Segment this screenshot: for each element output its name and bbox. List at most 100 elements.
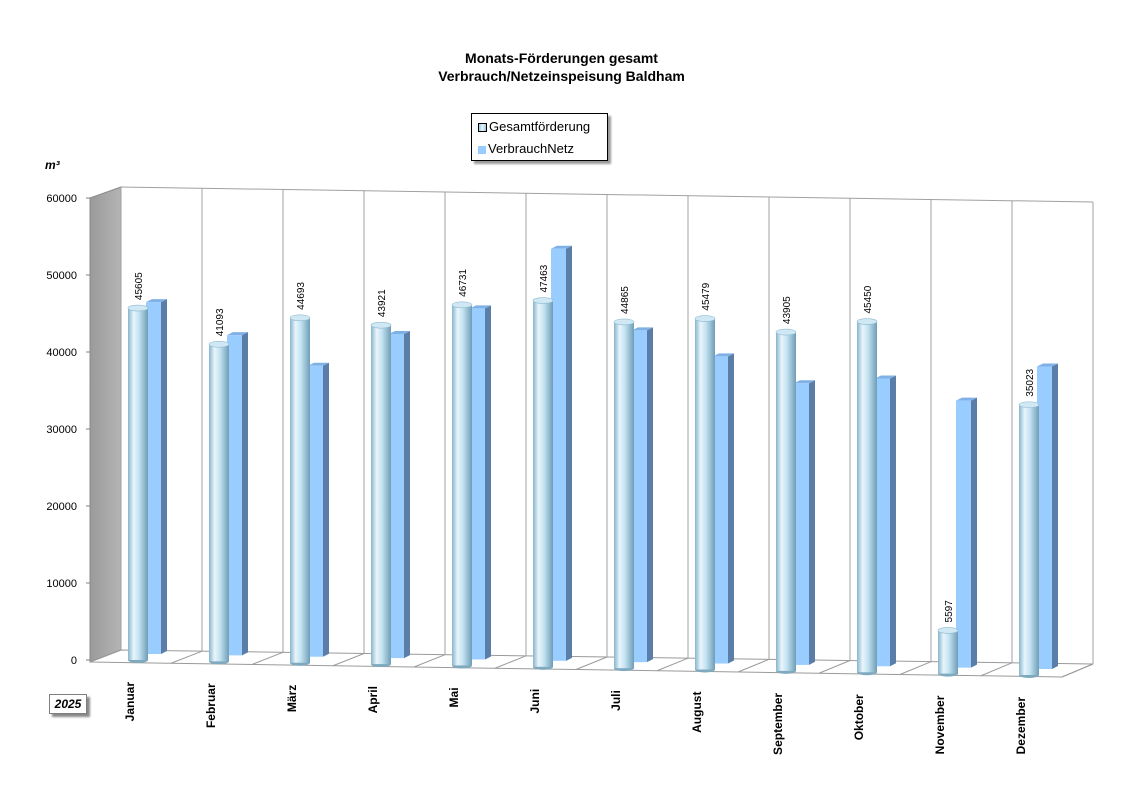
year-label: 2025 bbox=[49, 694, 87, 714]
y-axis-ticks: 0 10000 20000 30000 40000 50000 60000 bbox=[46, 193, 90, 667]
data-label-gesamtfoerderung: 46731 bbox=[458, 269, 469, 297]
floor-divider bbox=[980, 662, 1013, 677]
chart-title-line2: Verbrauch/Netzeinspeisung Baldham bbox=[438, 68, 685, 84]
y-tick-label: 20000 bbox=[46, 501, 77, 513]
legend-label-verbrauchnetz: VerbrauchNetz bbox=[488, 141, 574, 156]
bar-verbrauchnetz-side bbox=[242, 332, 248, 656]
bar-gesamtfoerderung bbox=[614, 321, 634, 669]
floor-divider bbox=[251, 651, 284, 665]
floor-divider bbox=[89, 649, 122, 663]
floor-divider bbox=[170, 650, 203, 664]
data-label-gesamtfoerderung: 35023 bbox=[1025, 368, 1036, 396]
bar-gesamtfoerderung-top bbox=[127, 304, 149, 312]
x-tick-label: Mai bbox=[447, 687, 461, 707]
bar-verbrauchnetz-top bbox=[227, 332, 248, 336]
data-label-gesamtfoerderung: 47463 bbox=[539, 264, 550, 292]
x-tick-label: Dezember bbox=[1014, 697, 1028, 755]
bar-gesamtfoerderung-top bbox=[208, 340, 230, 348]
x-tick-label: März bbox=[285, 685, 299, 712]
bar-gesamtfoerderung bbox=[371, 325, 391, 665]
data-label-gesamtfoerderung: 41093 bbox=[215, 308, 226, 336]
bar-verbrauchnetz-top bbox=[794, 380, 815, 384]
data-label-gesamtfoerderung: 45605 bbox=[134, 272, 145, 300]
x-tick-label: November bbox=[933, 695, 947, 754]
legend-label-gesamtfoerderung: Gesamtförderung bbox=[489, 119, 591, 134]
bar-gesamtfoerderung bbox=[776, 332, 796, 671]
legend: Gesamtförderung VerbrauchNetz bbox=[471, 113, 608, 161]
y-tick-label: 10000 bbox=[46, 578, 77, 590]
y-tick-label: 60000 bbox=[46, 193, 77, 205]
data-label-gesamtfoerderung: 5597 bbox=[944, 600, 955, 623]
bar-gesamtfoerderung bbox=[695, 318, 715, 670]
data-label-gesamtfoerderung: 43905 bbox=[782, 296, 793, 324]
floor-divider bbox=[737, 658, 770, 673]
floor-divider bbox=[413, 654, 446, 668]
x-tick-label: April bbox=[366, 686, 380, 713]
floor-divider bbox=[656, 657, 689, 672]
x-axis-ticks: Januar Februar März April Mai Juni Juli August S… bbox=[123, 682, 1028, 755]
data-label-gesamtfoerderung: 44693 bbox=[296, 282, 307, 310]
chart-floor bbox=[89, 649, 1094, 678]
bar-verbrauchnetz bbox=[875, 378, 890, 667]
bar-verbrauchnetz bbox=[713, 356, 728, 664]
bar-gesamtfoerderung-top bbox=[856, 318, 878, 325]
bar-gesamtfoerderung bbox=[128, 308, 148, 660]
data-label-gesamtfoerderung: 45479 bbox=[701, 282, 712, 310]
bar-verbrauchnetz-top bbox=[956, 397, 977, 401]
bar-verbrauchnetz bbox=[794, 383, 809, 665]
bar-gesamtfoerderung bbox=[1019, 404, 1039, 675]
bar-verbrauchnetz-side bbox=[809, 380, 815, 665]
bar-verbrauchnetz bbox=[632, 330, 647, 663]
floor-divider bbox=[899, 661, 932, 675]
bar-verbrauchnetz-side bbox=[647, 327, 653, 663]
chart-gridlines bbox=[120, 187, 1094, 664]
bar-gesamtfoerderung-top bbox=[532, 297, 554, 304]
legend-swatch-verbrauchnetz bbox=[478, 145, 486, 154]
bar-verbrauchnetz-top bbox=[1037, 363, 1058, 367]
chart-title-line1: Monats-Förderungen gesamt bbox=[465, 50, 658, 66]
bar-gesamtfoerderung bbox=[209, 344, 229, 662]
bar-verbrauchnetz-side bbox=[728, 353, 734, 664]
bar-verbrauchnetz bbox=[956, 400, 971, 668]
bar-verbrauchnetz-top bbox=[308, 362, 329, 366]
bar-verbrauchnetz bbox=[1037, 366, 1052, 669]
bar-gesamtfoerderung-top bbox=[370, 321, 392, 329]
x-tick-label: September bbox=[771, 693, 785, 755]
bar-verbrauchnetz bbox=[470, 308, 485, 660]
floor-divider bbox=[1061, 663, 1094, 678]
bar-verbrauchnetz-side bbox=[890, 375, 896, 667]
bar-gesamtfoerderung bbox=[452, 304, 472, 666]
bar-gesamtfoerderung-top bbox=[613, 318, 635, 326]
bar-verbrauchnetz-side bbox=[1052, 363, 1058, 669]
data-label-gesamtfoerderung: 44865 bbox=[620, 286, 631, 314]
bar-verbrauchnetz bbox=[551, 248, 566, 661]
legend-item-gesamtfoerderung: Gesamtförderung bbox=[478, 118, 590, 136]
bar-verbrauchnetz-side bbox=[404, 330, 410, 659]
bar-verbrauchnetz bbox=[146, 302, 161, 654]
bar-verbrauchnetz-top bbox=[875, 375, 896, 379]
bar-gesamtfoerderung-top bbox=[937, 627, 959, 634]
bar-gesamtfoerderung-top bbox=[775, 328, 797, 336]
data-label-gesamtfoerderung: 43921 bbox=[377, 289, 388, 317]
y-tick-label: 0 bbox=[71, 655, 77, 667]
y-unit-label: m³ bbox=[45, 158, 60, 172]
legend-item-verbrauchnetz: VerbrauchNetz bbox=[478, 140, 574, 158]
bar-verbrauchnetz bbox=[308, 365, 323, 657]
bar-verbrauchnetz-top bbox=[551, 245, 572, 249]
data-labels: 45605 41093 44693 43921 46731 47463 44865 45479… bbox=[134, 264, 1036, 622]
x-tick-label: Februar bbox=[204, 683, 218, 728]
bar-verbrauchnetz-top bbox=[713, 353, 734, 357]
bar-gesamtfoerderung-top bbox=[451, 301, 473, 309]
bar-gesamtfoerderung bbox=[857, 321, 877, 673]
x-tick-label: Juli bbox=[609, 690, 623, 711]
bar-verbrauchnetz-side bbox=[161, 299, 167, 654]
bar-verbrauchnetz-side bbox=[485, 305, 491, 660]
bar-gesamtfoerderung-top bbox=[694, 315, 716, 322]
y-tick-label: 30000 bbox=[46, 424, 77, 436]
floor-divider bbox=[494, 655, 527, 669]
bar-verbrauchnetz-side bbox=[971, 397, 977, 668]
bar-gesamtfoerderung bbox=[938, 630, 958, 674]
data-label-gesamtfoerderung: 45450 bbox=[863, 285, 874, 313]
bar-verbrauchnetz-side bbox=[566, 245, 572, 661]
